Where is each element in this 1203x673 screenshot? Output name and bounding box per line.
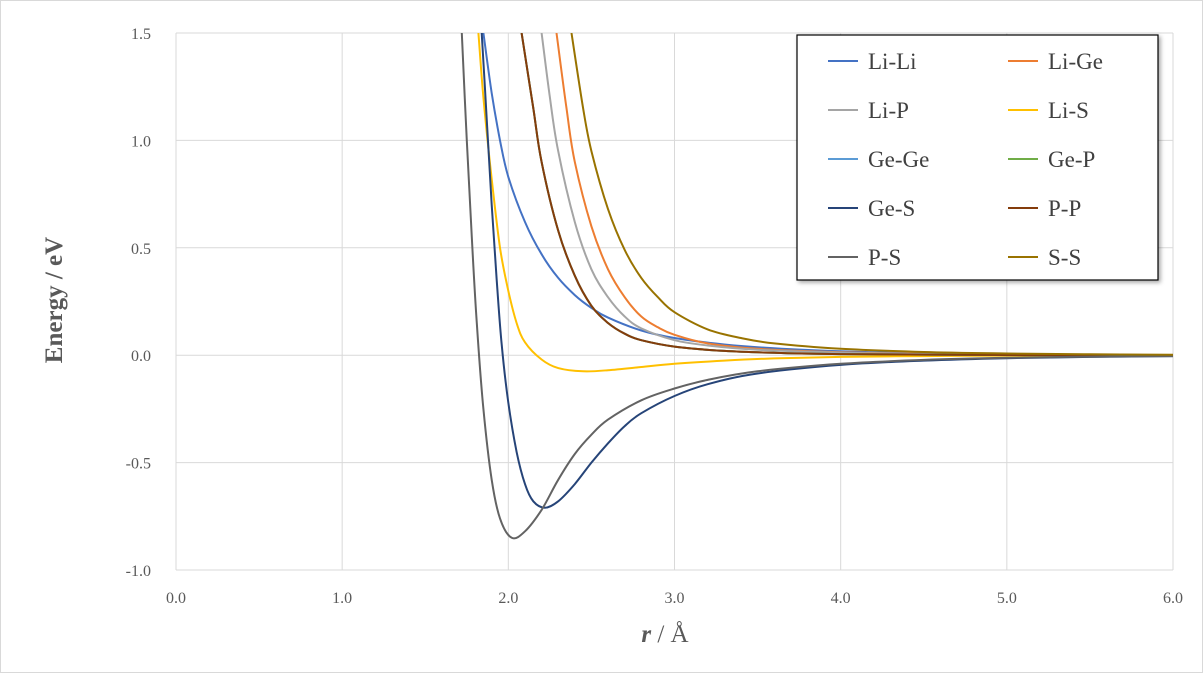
series-lines xyxy=(460,33,1173,540)
legend-label-li-li: Li-Li xyxy=(868,49,917,74)
y-tick-label: -0.5 xyxy=(126,456,151,473)
x-tick-label: 1.0 xyxy=(332,590,352,607)
y-tick-label: 1.5 xyxy=(131,26,151,43)
x-tick-label: 4.0 xyxy=(831,590,851,607)
legend: Li-Li Li-Ge Li-P Li-S Ge-Ge Ge-P Ge-S P-P P-S S-S xyxy=(796,34,1159,281)
legend-label-ge-ge: Ge-Ge xyxy=(868,147,929,172)
legend-label-li-p: Li-P xyxy=(868,98,909,123)
y-axis-title: Energy / eV xyxy=(41,237,68,363)
legend-label-p-p: P-P xyxy=(1048,196,1081,221)
series-line-p-p xyxy=(520,33,1173,357)
legend-label-li-ge: Li-Ge xyxy=(1048,49,1103,74)
x-axis-title-unit: / Å xyxy=(657,621,688,648)
x-tick-label: 5.0 xyxy=(997,590,1017,607)
legend-label-s-s: S-S xyxy=(1048,245,1081,270)
x-tick-label: 2.0 xyxy=(498,590,518,607)
x-tick-label: 0.0 xyxy=(166,590,186,607)
y-tick-label: 0.0 xyxy=(131,348,151,365)
legend-label-p-s: P-S xyxy=(868,245,901,270)
x-tick-label: 6.0 xyxy=(1163,590,1183,607)
legend-label-ge-p: Ge-P xyxy=(1048,147,1095,172)
grid-lines xyxy=(175,32,1174,571)
x-tick-label: 3.0 xyxy=(665,590,685,607)
x-tick-labels: 0.0 1.0 2.0 3.0 4.0 5.0 6.0 xyxy=(166,590,1183,607)
legend-box xyxy=(796,34,1159,281)
legend-label-li-s: Li-S xyxy=(1048,98,1089,123)
series-line-s-s xyxy=(570,33,1173,356)
y-tick-label: 0.5 xyxy=(131,241,151,258)
x-axis-title: r / Å xyxy=(641,621,688,648)
y-tick-label: -1.0 xyxy=(126,563,151,580)
series-line-p-s xyxy=(460,33,1173,540)
x-axis-title-variable: r xyxy=(641,621,651,648)
series-line-li-s xyxy=(477,33,1173,373)
y-tick-labels: -1.0 -0.5 0.0 0.5 1.0 1.5 xyxy=(126,26,151,580)
legend-label-ge-s: Ge-S xyxy=(868,196,915,221)
y-tick-label: 1.0 xyxy=(131,133,151,150)
